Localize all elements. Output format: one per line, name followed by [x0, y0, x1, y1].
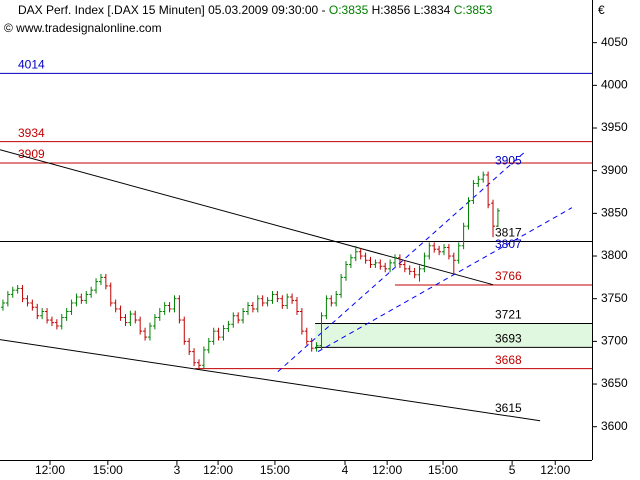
currency-unit: €: [598, 3, 605, 17]
trendline: [0, 339, 541, 422]
y-tick-label: 3900: [601, 163, 628, 177]
title-text: DAX Perf. Index [.DAX 15 Minuten] 05.03.…: [18, 3, 326, 17]
x-tick-label: 15:00: [428, 463, 458, 477]
y-tick-label: 3600: [601, 419, 628, 433]
level-label: 3668: [495, 353, 522, 367]
level-label: 3721: [495, 308, 522, 322]
title-low: L:3834: [414, 3, 451, 17]
y-tick-label: 3700: [601, 334, 628, 348]
level-label: 4014: [18, 58, 45, 72]
x-tick-label: 15:00: [93, 463, 123, 477]
trendline: [317, 207, 573, 353]
title-high: H:3856: [372, 3, 411, 17]
x-tick-label: 4: [342, 463, 349, 477]
note-label: 3905: [495, 154, 522, 168]
title-open: O:3835: [329, 3, 369, 17]
level-label: 3766: [495, 269, 522, 283]
x-tick-label: 5: [509, 463, 516, 477]
y-tick-label: 3950: [601, 120, 628, 134]
x-tick-label: 12:00: [540, 463, 570, 477]
plot-area: 4014393439093817376637213693366839053807…: [0, 58, 592, 422]
y-tick-label: 3650: [601, 376, 628, 390]
x-tick-label: 3: [174, 463, 181, 477]
chart-title: DAX Perf. Index [.DAX 15 Minuten] 05.03.…: [18, 3, 493, 17]
level-label: 3817: [495, 226, 522, 240]
y-tick-label: 3800: [601, 248, 628, 262]
y-tick-label: 3850: [601, 206, 628, 220]
y-tick-label: 4000: [601, 78, 628, 92]
x-tick-label: 12:00: [35, 463, 65, 477]
level-label: 3693: [495, 332, 522, 346]
note-label: 3615: [495, 401, 522, 415]
y-tick-label: 3750: [601, 291, 628, 305]
x-tick-label: 15:00: [260, 463, 290, 477]
zone: [315, 323, 592, 348]
level-label: 3909: [18, 147, 45, 161]
x-tick-label: 12:00: [372, 463, 402, 477]
copyright: © www.tradesignalonline.com: [4, 21, 162, 35]
x-tick-label: 12:00: [203, 463, 233, 477]
trendline: [0, 149, 494, 286]
trendline: [277, 151, 526, 373]
title-close: C:3853: [454, 3, 493, 17]
y-tick-label: 4050: [601, 35, 628, 49]
level-label: 3934: [18, 126, 45, 140]
